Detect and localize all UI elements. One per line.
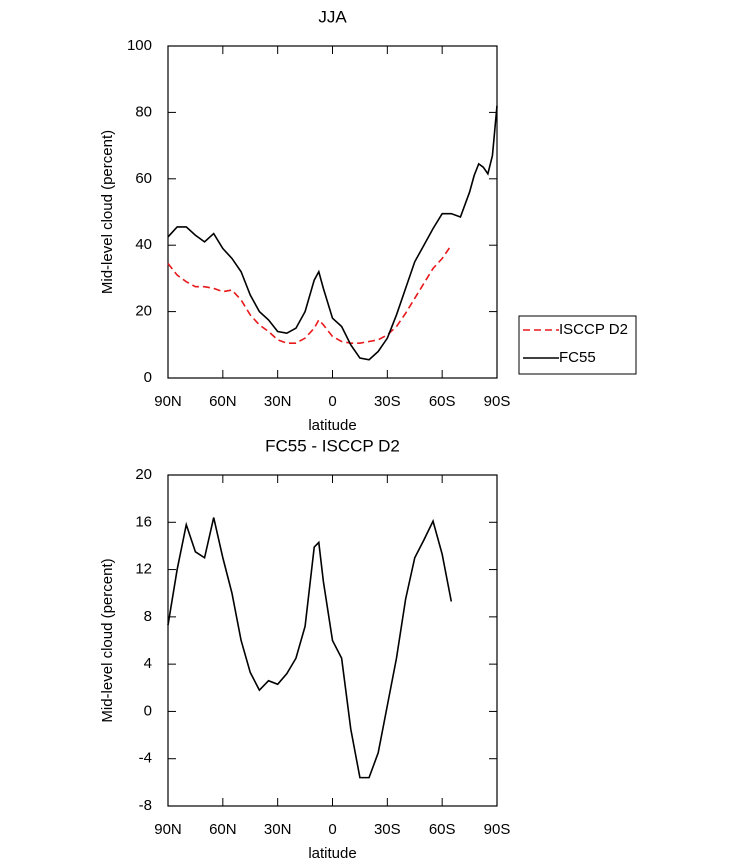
y-axis-label: Mid-level cloud (percent) bbox=[99, 130, 116, 294]
y-tick-label: 4 bbox=[144, 655, 152, 672]
y-tick-label: 0 bbox=[144, 369, 152, 386]
x-tick-label: 60S bbox=[429, 393, 456, 410]
legend-box bbox=[518, 315, 637, 375]
x-tick-label: 60S bbox=[429, 821, 456, 838]
y-axis-label: Mid-level cloud (percent) bbox=[99, 558, 116, 722]
legend-label: ISCCP D2 bbox=[559, 321, 628, 338]
x-tick-label: 30N bbox=[264, 821, 292, 838]
legend-label: FC55 bbox=[559, 349, 596, 366]
x-tick-label: 60N bbox=[209, 393, 237, 410]
y-tick-label: 0 bbox=[144, 702, 152, 719]
y-tick-label: 40 bbox=[135, 236, 152, 253]
series-line bbox=[167, 517, 453, 779]
x-tick-label: 60N bbox=[209, 821, 237, 838]
series-line bbox=[167, 105, 498, 361]
chart-title: FC55 - ISCCP D2 bbox=[265, 436, 400, 455]
y-tick-label: 16 bbox=[135, 513, 152, 530]
x-tick-label: 0 bbox=[328, 821, 336, 838]
x-tick-label: 0 bbox=[328, 393, 336, 410]
y-tick-label: 8 bbox=[144, 608, 152, 625]
y-tick-label: -8 bbox=[139, 797, 152, 814]
x-axis-label: latitude bbox=[308, 845, 356, 862]
x-tick-label: 90S bbox=[484, 821, 511, 838]
y-tick-label: 20 bbox=[135, 303, 152, 320]
x-tick-label: 90N bbox=[154, 393, 182, 410]
plot-frame bbox=[167, 45, 498, 379]
y-tick-label: 80 bbox=[135, 103, 152, 120]
series-line bbox=[167, 244, 452, 344]
x-tick-label: 90S bbox=[484, 393, 511, 410]
x-tick-label: 30S bbox=[374, 393, 401, 410]
x-axis-label: latitude bbox=[308, 417, 356, 434]
chart-title: JJA bbox=[318, 7, 347, 26]
y-tick-label: 100 bbox=[127, 37, 152, 54]
y-tick-label: -4 bbox=[139, 750, 152, 767]
y-tick-label: 60 bbox=[135, 170, 152, 187]
x-tick-label: 90N bbox=[154, 821, 182, 838]
y-tick-label: 12 bbox=[135, 561, 152, 578]
y-tick-label: 20 bbox=[135, 466, 152, 483]
x-tick-label: 30S bbox=[374, 821, 401, 838]
x-tick-label: 30N bbox=[264, 393, 292, 410]
